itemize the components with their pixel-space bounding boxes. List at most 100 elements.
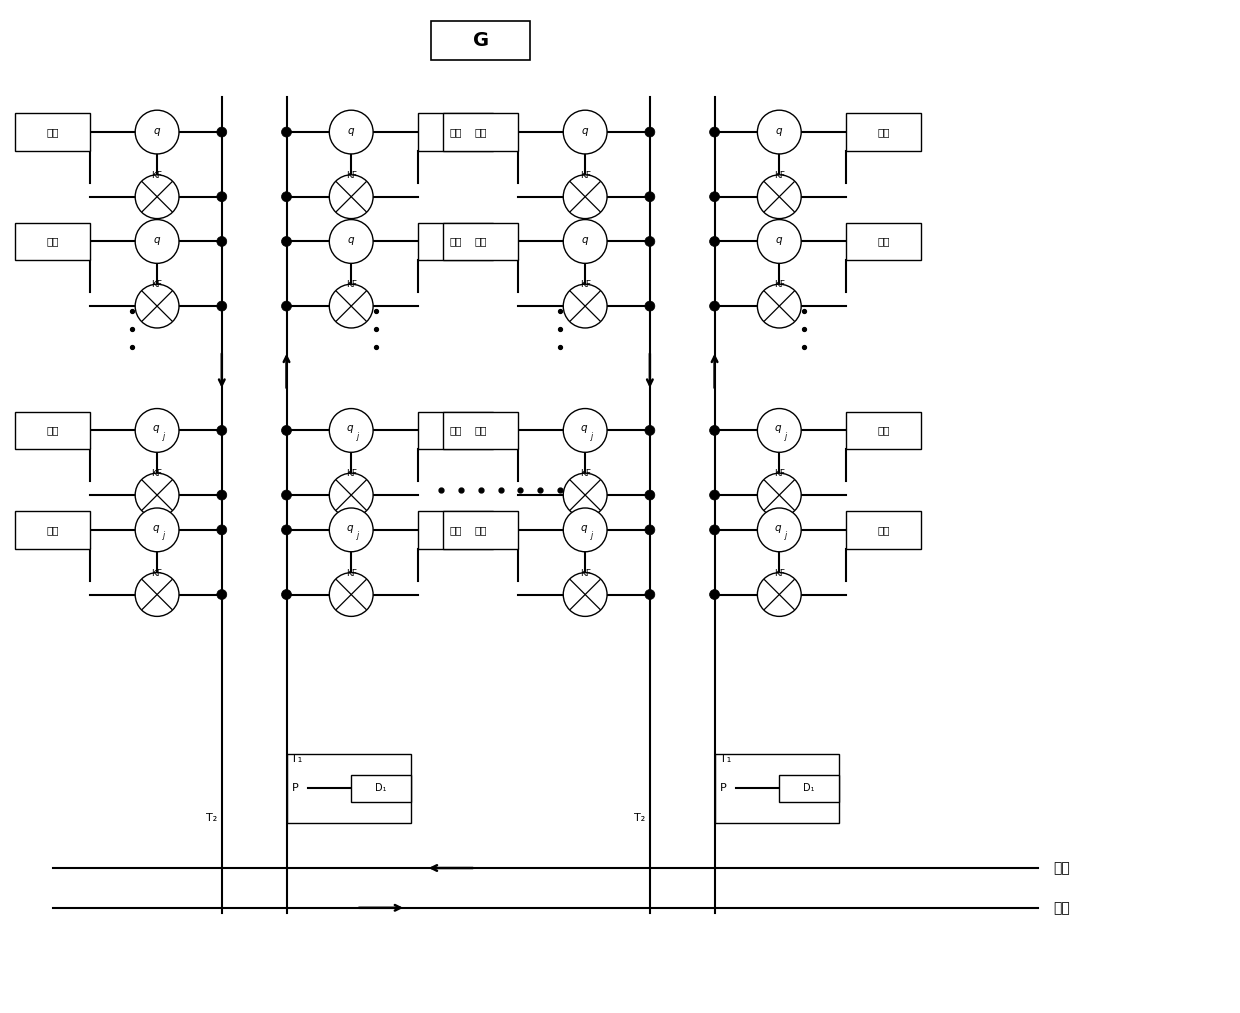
Bar	[15, 113, 89, 151]
Bar	[443, 113, 518, 151]
Circle shape	[330, 508, 373, 552]
Text: q: q	[153, 423, 160, 434]
Circle shape	[645, 301, 655, 311]
Circle shape	[645, 127, 655, 137]
Text: T₁: T₁	[291, 754, 303, 764]
Text: 暖气: 暖气	[449, 127, 463, 137]
Bar	[847, 511, 921, 549]
Text: 暖气: 暖气	[46, 127, 58, 137]
Text: KF: KF	[579, 568, 590, 577]
Bar	[418, 511, 494, 549]
Circle shape	[330, 408, 373, 452]
Circle shape	[330, 285, 373, 328]
Circle shape	[645, 236, 655, 246]
Text: KF: KF	[346, 281, 357, 290]
Text: q: q	[776, 235, 782, 245]
Bar	[430, 20, 531, 61]
Text: 供水: 供水	[1053, 861, 1070, 875]
Circle shape	[758, 285, 801, 328]
Text: q: q	[582, 126, 589, 136]
Bar	[15, 511, 89, 549]
Circle shape	[217, 425, 227, 436]
Circle shape	[135, 220, 179, 263]
Text: KF: KF	[151, 568, 162, 577]
Text: KF: KF	[346, 469, 357, 478]
Text: q: q	[776, 126, 782, 136]
Text: KF: KF	[579, 171, 590, 180]
Text: T₂: T₂	[634, 813, 645, 824]
Text: 暖气: 暖气	[878, 425, 890, 436]
Circle shape	[709, 127, 719, 137]
Text: KF: KF	[774, 171, 785, 180]
Circle shape	[563, 220, 608, 263]
Circle shape	[135, 572, 179, 616]
Circle shape	[330, 473, 373, 517]
Circle shape	[563, 408, 608, 452]
Text: KF: KF	[579, 281, 590, 290]
Circle shape	[281, 236, 291, 246]
Circle shape	[135, 473, 179, 517]
Circle shape	[135, 175, 179, 219]
Circle shape	[709, 301, 719, 311]
Bar	[443, 511, 518, 549]
Circle shape	[563, 285, 608, 328]
Circle shape	[330, 572, 373, 616]
Text: 暖气: 暖气	[46, 425, 58, 436]
Circle shape	[645, 490, 655, 500]
Text: j: j	[357, 432, 360, 441]
Text: T₂: T₂	[206, 813, 217, 824]
Circle shape	[563, 572, 608, 616]
Text: T₁: T₁	[719, 754, 730, 764]
Text: KF: KF	[774, 568, 785, 577]
Bar	[779, 775, 839, 802]
Text: KF: KF	[346, 171, 357, 180]
Circle shape	[217, 525, 227, 535]
Circle shape	[563, 110, 608, 154]
Circle shape	[330, 110, 373, 154]
Text: 暖气: 暖气	[449, 425, 463, 436]
Bar	[351, 775, 410, 802]
Text: 暖气: 暖气	[475, 127, 487, 137]
Circle shape	[645, 590, 655, 600]
Circle shape	[709, 191, 719, 202]
Circle shape	[645, 191, 655, 202]
Text: 暖气: 暖气	[878, 236, 890, 246]
Circle shape	[217, 590, 227, 600]
Bar	[418, 411, 494, 450]
Text: 暖气: 暖气	[878, 127, 890, 137]
Text: KF: KF	[579, 469, 590, 478]
Text: KF: KF	[151, 281, 162, 290]
Text: q: q	[348, 126, 355, 136]
Circle shape	[758, 110, 801, 154]
Circle shape	[709, 425, 719, 436]
Circle shape	[217, 490, 227, 500]
Circle shape	[330, 175, 373, 219]
Circle shape	[709, 525, 719, 535]
Text: q: q	[580, 423, 588, 434]
Circle shape	[758, 175, 801, 219]
Circle shape	[281, 490, 291, 500]
Text: KF: KF	[151, 469, 162, 478]
Circle shape	[217, 236, 227, 246]
Circle shape	[709, 236, 719, 246]
Circle shape	[563, 508, 608, 552]
Bar	[714, 754, 839, 824]
Text: q: q	[775, 523, 781, 533]
Text: 暖气: 暖气	[46, 236, 58, 246]
Text: KF: KF	[151, 171, 162, 180]
Text: q: q	[347, 523, 353, 533]
Text: q: q	[775, 423, 781, 434]
Circle shape	[135, 110, 179, 154]
Bar	[847, 113, 921, 151]
Text: 暖气: 暖气	[475, 236, 487, 246]
Text: 回水: 回水	[1053, 901, 1070, 915]
Text: j: j	[785, 532, 787, 540]
Circle shape	[217, 127, 227, 137]
Text: j: j	[591, 532, 593, 540]
Bar	[15, 411, 89, 450]
Text: q: q	[582, 235, 589, 245]
Circle shape	[135, 508, 179, 552]
Text: KF: KF	[774, 281, 785, 290]
Circle shape	[281, 590, 291, 600]
Bar	[443, 223, 518, 260]
